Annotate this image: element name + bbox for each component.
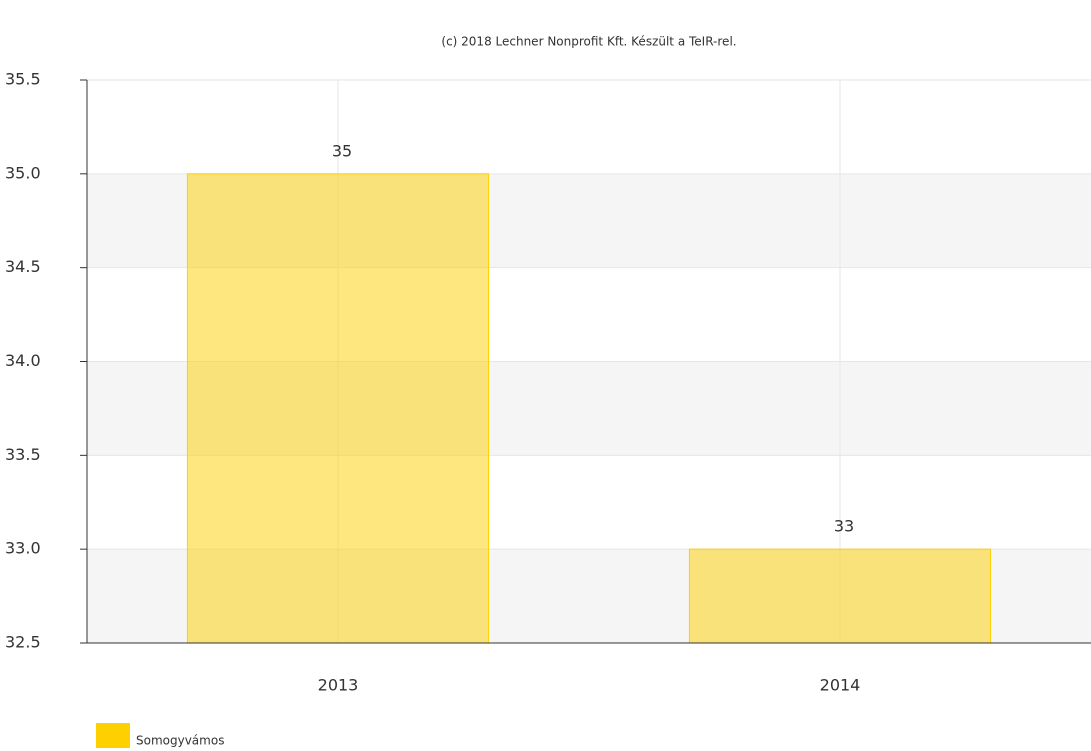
y-tick-label: 35.0 [5, 163, 41, 182]
legend-swatch [96, 723, 130, 748]
y-tick-label: 32.5 [5, 633, 41, 652]
y-tick-label: 34.5 [5, 257, 41, 276]
y-tick-label: 33.0 [5, 539, 41, 558]
x-tick-label: 2013 [318, 676, 359, 695]
y-tick-label: 35.5 [5, 70, 41, 89]
legend-label: Somogyvámos [136, 734, 224, 748]
bar [688, 548, 992, 644]
data-label: 35 [332, 141, 352, 160]
bar [186, 173, 490, 644]
chart-subtitle: (c) 2018 Lechner Nonprofit Kft. Készült … [441, 35, 736, 49]
data-label: 33 [834, 517, 854, 536]
y-tick-label: 34.0 [5, 351, 41, 370]
x-tick-label: 2014 [820, 676, 861, 695]
y-tick-label: 33.5 [5, 445, 41, 464]
